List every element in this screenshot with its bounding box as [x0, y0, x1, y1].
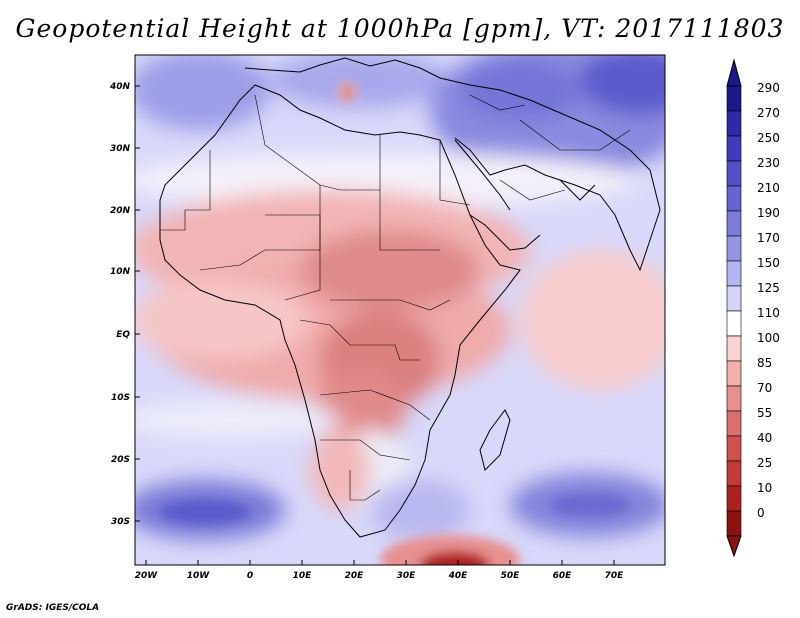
colorbar-level-label: 85: [757, 356, 772, 370]
colorbar-swatch: [726, 260, 742, 287]
colorbar-swatch: [726, 235, 742, 262]
colorbar-level-label: 210: [757, 181, 780, 195]
colorbar-level-label: 230: [757, 156, 780, 170]
colorbar-level-label: 250: [757, 131, 780, 145]
lon-label-40e: 40E: [448, 571, 469, 581]
lon-label-60e: 60E: [553, 571, 573, 581]
map-title: Geopotential Height at 1000hPa [gpm], VT…: [15, 14, 785, 43]
colorbar-level-label: 110: [757, 306, 780, 320]
lat-label-10s: 10S: [111, 393, 130, 403]
colorbar-top-arrow: [726, 58, 742, 87]
lat-label-eq: EQ: [116, 330, 130, 340]
colorbar-level-label: 0: [757, 506, 765, 520]
lon-label-20w: 20W: [135, 571, 159, 581]
colorbar-bottom-arrow: [726, 535, 742, 558]
colorbar-swatch: [726, 485, 742, 512]
colorbar-swatch: [726, 110, 742, 137]
colorbar-level-label: 10: [757, 481, 772, 495]
lon-label-70e: 70E: [605, 571, 625, 581]
colorbar-swatch: [726, 510, 742, 537]
colorbar-level-label: 40: [757, 431, 772, 445]
colorbar-swatch: [726, 385, 742, 412]
colorbar-swatch: [726, 185, 742, 212]
lon-label-30e: 30E: [397, 571, 417, 581]
lat-label-30s: 30S: [111, 517, 130, 527]
colorbar-level-label: 55: [757, 406, 772, 420]
colorbar-swatch: [726, 135, 742, 162]
credit-label: GrADS: IGES/COLA: [6, 603, 100, 613]
colorbar-swatch: [726, 210, 742, 237]
borders: [160, 94, 631, 501]
colorbar-level-label: 25: [757, 456, 772, 470]
colorbar-swatch: [726, 460, 742, 487]
colorbar-level-label: 290: [757, 81, 780, 95]
colorbar-swatch: [726, 335, 742, 362]
colorbar-level-label: 190: [757, 206, 780, 220]
colorbar-level-label: 270: [757, 106, 780, 120]
lon-label-20e: 20E: [345, 571, 365, 581]
lat-label-40n: 40N: [109, 82, 131, 92]
lon-label-10e: 10E: [293, 571, 313, 581]
colorbar-level-label: 170: [757, 231, 780, 245]
colorbar-level-label: 125: [757, 281, 780, 295]
colorbar-swatch: [726, 160, 742, 187]
lon-label-50e: 50E: [501, 571, 521, 581]
lat-label-30n: 30N: [110, 144, 131, 154]
axis-ticks: [135, 85, 615, 565]
lat-label-20n: 20N: [110, 206, 131, 216]
colorbar-swatch: [726, 360, 742, 387]
colorbar-swatch: [726, 310, 742, 337]
colorbar-swatch: [726, 85, 742, 112]
lon-label-0: 0: [247, 571, 253, 581]
colorbar-level-label: 150: [757, 256, 780, 270]
colorbar-level-label: 100: [757, 331, 780, 345]
lat-label-20s: 20S: [111, 455, 130, 465]
lon-label-10w: 10W: [187, 571, 211, 581]
lat-label-10n: 10N: [110, 267, 131, 277]
height-field: [135, 55, 665, 565]
colorbar: 2902702502302101901701501251101008570554…: [726, 58, 780, 558]
colorbar-swatch: [726, 410, 742, 437]
plot-frame: [134, 54, 666, 566]
colorbar-swatch: [726, 285, 742, 312]
coastlines: [159, 57, 661, 538]
colorbar-level-label: 70: [757, 381, 772, 395]
colorbar-swatch: [726, 435, 742, 462]
